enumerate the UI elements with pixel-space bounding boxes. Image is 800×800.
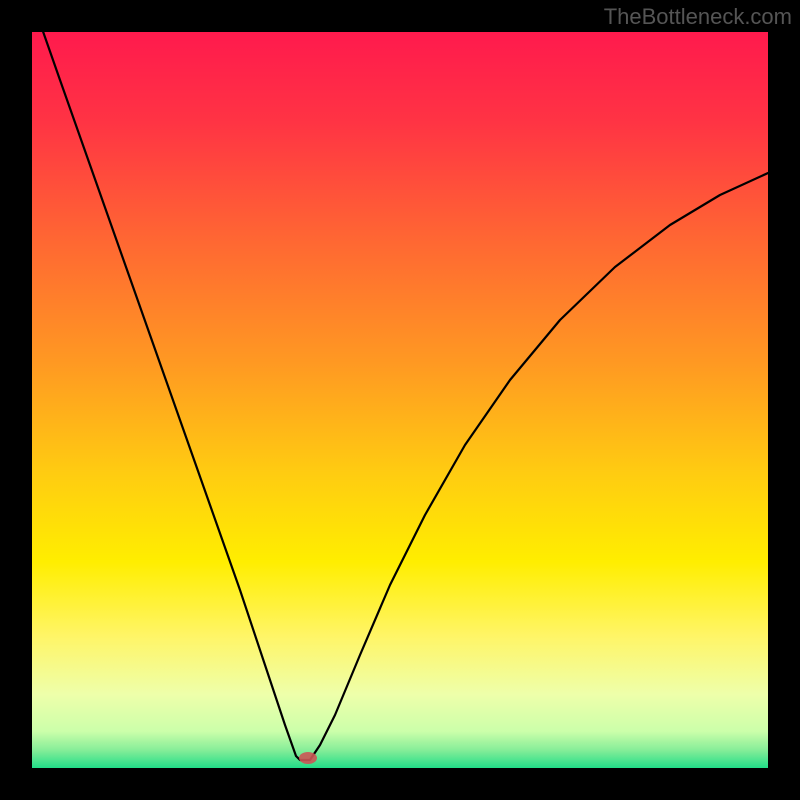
chart-background-gradient (32, 32, 768, 768)
chart-container: TheBottleneck.com (0, 0, 800, 800)
bottleneck-chart (0, 0, 800, 800)
optimal-point-marker (299, 752, 317, 764)
watermark-text: TheBottleneck.com (604, 4, 792, 30)
